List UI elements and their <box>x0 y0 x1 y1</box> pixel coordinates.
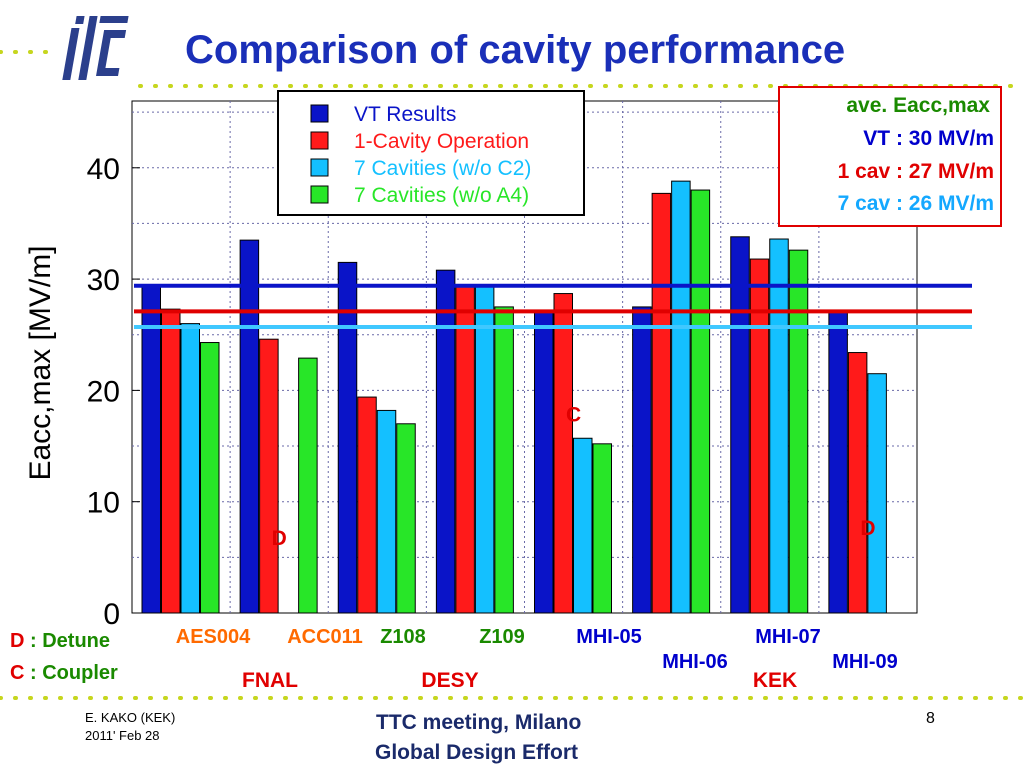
ilc-logo <box>62 16 129 80</box>
legend-label: VT Results <box>354 103 456 126</box>
bar <box>592 443 612 614</box>
bar <box>651 192 672 614</box>
bar <box>161 308 181 614</box>
category-label: MHI-06 <box>662 651 728 673</box>
legend-label: 1-Cavity Operation <box>354 130 529 153</box>
lab-label: KEK <box>753 669 797 692</box>
bar <box>730 236 750 614</box>
legend-swatch <box>310 104 329 123</box>
legend-swatch <box>310 131 329 150</box>
y-tick-label: 30 <box>87 264 120 297</box>
bar <box>690 189 711 614</box>
key-coupler: C : Coupler <box>10 662 118 685</box>
annotation-label: D <box>860 517 875 540</box>
bar <box>788 249 809 614</box>
summary-title: ave. Eacc,max <box>846 94 990 117</box>
annotation-label: D <box>272 527 287 550</box>
summary-one-cav: 1 cav : 27 MV/m <box>837 160 994 183</box>
bar <box>455 285 475 614</box>
bar <box>337 261 358 614</box>
average-summary-box: ave. Eacc,max VT : 30 MV/m 1 cav : 27 MV… <box>778 86 1002 227</box>
key-detune: D : Detune <box>10 630 110 653</box>
bar <box>867 373 887 614</box>
legend-swatch <box>310 185 329 204</box>
category-label: AES004 <box>176 626 251 648</box>
lab-label: DESY <box>421 669 478 692</box>
bar <box>180 323 200 614</box>
category-label: MHI-09 <box>832 651 898 673</box>
key-coupler-text: : Coupler <box>24 662 118 684</box>
annotation-label: C <box>566 404 581 427</box>
bar <box>376 409 397 614</box>
legend-swatch <box>310 158 329 177</box>
bar <box>671 180 691 614</box>
bar <box>200 342 220 614</box>
y-axis-label: Eacc,max [MV/m] <box>24 245 57 480</box>
summary-vt: VT : 30 MV/m <box>863 127 994 150</box>
footer-meeting: TTC meeting, Milano <box>376 711 582 734</box>
bar <box>239 239 260 614</box>
summary-seven-cav: 7 cav : 26 MV/m <box>837 192 994 215</box>
lab-label: FNAL <box>242 669 298 692</box>
bar <box>298 357 318 614</box>
bar <box>828 311 848 614</box>
footer-effort: Global Design Effort <box>375 741 579 764</box>
bar <box>141 284 161 614</box>
legend-label: 7 Cavities (w/o A4) <box>354 184 529 207</box>
legend-box <box>277 90 585 216</box>
slide-title: Comparison of cavity performance <box>185 28 846 72</box>
category-label: Z108 <box>380 626 426 648</box>
bar <box>749 258 770 614</box>
bar <box>534 311 554 614</box>
bar <box>396 423 416 614</box>
bar <box>494 306 514 614</box>
category-label: MHI-05 <box>576 626 642 648</box>
bar <box>553 293 573 614</box>
key-coupler-letter: C <box>10 662 25 684</box>
bar <box>357 396 377 614</box>
key-detune-text: : Detune <box>24 630 111 652</box>
y-tick-label: 10 <box>87 487 120 520</box>
bar <box>847 352 868 614</box>
bar <box>632 306 652 614</box>
bar <box>435 269 456 614</box>
footer-date: 2011' Feb 28 <box>85 728 160 743</box>
bar <box>573 437 593 614</box>
page-number: 8 <box>926 710 935 727</box>
bar <box>259 338 279 614</box>
y-tick-label: 40 <box>87 153 120 186</box>
bar <box>769 238 789 614</box>
category-label: ACC011 <box>287 626 363 648</box>
y-tick-label: 20 <box>87 375 120 408</box>
bar <box>474 285 495 614</box>
category-label: Z109 <box>479 626 525 648</box>
legend-label: 7 Cavities (w/o C2) <box>354 157 531 180</box>
category-label: MHI-07 <box>755 626 821 648</box>
key-detune-letter: D <box>10 630 25 652</box>
footer-author: E. KAKO (KEK) <box>85 710 176 725</box>
y-tick-label: 0 <box>103 598 120 631</box>
